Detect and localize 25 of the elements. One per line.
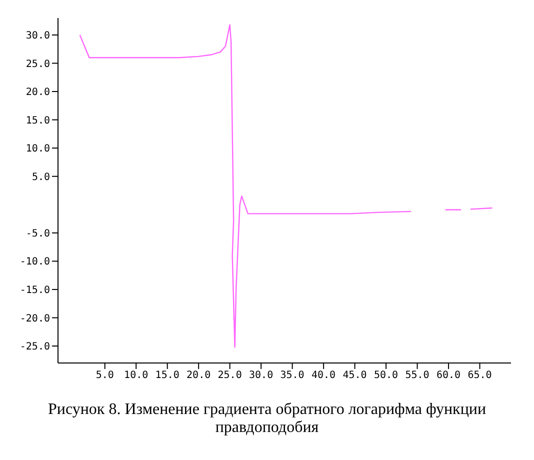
- y-tick-label: -20.0: [20, 313, 50, 324]
- y-tick-label: 20.0: [26, 87, 50, 98]
- y-tick-label: 15.0: [26, 115, 50, 126]
- x-tick-label: 60.0: [436, 370, 461, 382]
- y-tick-label: -15.0: [20, 285, 50, 296]
- y-tick-label: -5.0: [26, 228, 50, 240]
- y-tick-label: 30.0: [26, 30, 50, 42]
- x-tick-label: 25.0: [218, 370, 242, 382]
- x-tick-label: 10.0: [124, 370, 148, 382]
- x-tick-label: 55.0: [405, 370, 430, 382]
- x-tick-label: 5.0: [96, 370, 114, 382]
- y-tick-label: 5.0: [32, 172, 50, 183]
- x-tick-label: 15.0: [155, 370, 180, 382]
- x-tick-label: 30.0: [249, 370, 274, 382]
- text: Рисунок 8. Изменение градиента обратного логарифма функции правдоподобия: [48, 401, 486, 437]
- x-tick-label: 50.0: [374, 370, 398, 382]
- x-tick-label: 20.0: [186, 370, 211, 382]
- x-tick-label: 35.0: [280, 370, 304, 382]
- x-tick-label: 65.0: [468, 370, 492, 382]
- x-tick-label: 40.0: [312, 370, 336, 382]
- y-tick-label: 25.0: [26, 58, 50, 70]
- y-tick-label: 10.0: [26, 144, 50, 155]
- y-tick-label: -25.0: [20, 342, 50, 353]
- x-tick-label: 45.0: [342, 370, 367, 382]
- y-tick-label: -10.0: [20, 256, 50, 268]
